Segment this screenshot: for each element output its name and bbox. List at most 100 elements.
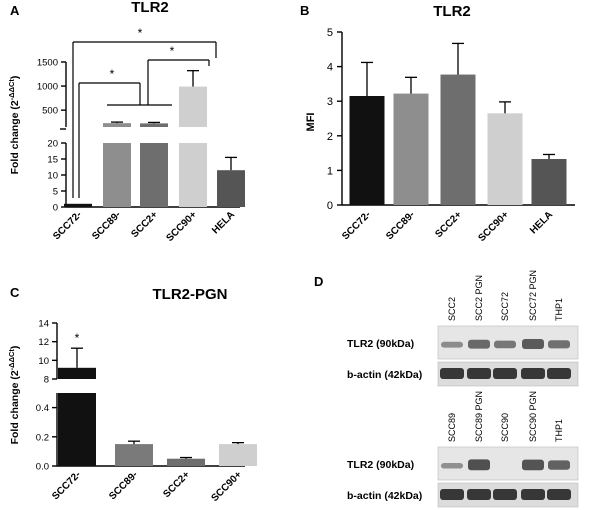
x-tick-label-scc90: SCC90+ xyxy=(476,209,511,244)
x-tick-label-scc72: SCC72- xyxy=(50,469,83,502)
y-tick-label-0.4: 0.4 xyxy=(36,403,49,414)
x-tick-label-scc90: SCC90+ xyxy=(209,469,244,504)
y-tick-label-8: 8 xyxy=(44,375,49,386)
bar-scc72-upper xyxy=(58,367,96,379)
bar-scc2-upper xyxy=(140,123,168,127)
blot-bottom-lane-label-thp1-4: THP1 xyxy=(554,419,564,442)
bar-scc90-upper xyxy=(179,86,207,127)
blot-top-tlr2-band-4 xyxy=(548,340,570,349)
bar-scc89-upper xyxy=(103,123,131,127)
blot-top-lane-label-thp1-4: THP1 xyxy=(554,298,564,321)
blot-bottom-actin-band-1 xyxy=(467,489,491,500)
panel-letter: D xyxy=(314,274,323,289)
sig-star-scc72: * xyxy=(75,331,80,345)
bar-hela xyxy=(531,158,567,205)
panel-letter: B xyxy=(300,3,309,18)
panel-letter: C xyxy=(10,285,20,300)
y-tick-label-0: 0 xyxy=(53,203,58,214)
blot-top-tlr2-band-1 xyxy=(468,339,490,349)
blot-top-actin-band-1 xyxy=(467,368,491,379)
bar-scc72 xyxy=(349,96,385,205)
y-axis-label: MFI xyxy=(305,113,317,132)
blot-top-lane-label-scc2-pgn-1: SCC2 PGN xyxy=(474,275,484,321)
bar-scc2 xyxy=(440,74,476,205)
y-tick-label-2: 2 xyxy=(327,131,333,143)
sig-star-1: * xyxy=(110,67,115,81)
bar-scc89 xyxy=(115,444,153,466)
y-tick-label-20: 20 xyxy=(47,139,58,150)
y-tick-label-0: 0 xyxy=(327,200,333,212)
blot-bottom-actin-band-2 xyxy=(493,489,517,500)
blot-top-lane-label-scc72-2: SCC72 xyxy=(500,292,510,321)
bar-scc89-lower xyxy=(103,143,131,207)
y-tick-label-500: 500 xyxy=(42,106,58,117)
bar-scc2 xyxy=(167,458,205,466)
y-tick-label-1000: 1000 xyxy=(37,82,58,93)
blot-bottom-actin-band-4 xyxy=(547,489,571,500)
x-tick-label-scc90: SCC90+ xyxy=(164,209,199,244)
bar-scc90 xyxy=(219,444,257,466)
blot-bottom-actin-band-0 xyxy=(440,489,464,500)
blot-bottom-lane-label-scc89-pgn-1: SCC89 PGN xyxy=(474,391,484,442)
bar-scc89 xyxy=(393,93,429,205)
chart-title: TLR2-PGN xyxy=(153,286,228,303)
y-tick-label-5: 5 xyxy=(327,27,333,39)
blot-top-lane-label-scc2-0: SCC2 xyxy=(447,297,457,321)
significance-brackets: * * * xyxy=(72,26,217,198)
x-tick-label-scc2: SCC2+ xyxy=(161,469,192,500)
blot-top-tlr2-band-0 xyxy=(441,341,463,348)
blot-bottom-lane-label-scc90-pgn-3: SCC90 PGN xyxy=(528,391,538,442)
panel-b: B TLR2 MFI 0 1 2 3 4 5 SCC72- SCC89- SCC2+ SCC90+ HEL… xyxy=(300,3,575,244)
blot-top-actin-band-3 xyxy=(521,368,545,379)
x-tick-label-scc2: SCC2+ xyxy=(129,209,160,240)
blot-bottom-lane-label-scc90-2: SCC90 xyxy=(500,413,510,442)
blot-top-tlr2-band-2 xyxy=(494,340,516,349)
x-tick-label-scc72: SCC72- xyxy=(51,209,84,242)
bar-scc90 xyxy=(487,113,523,205)
bar-scc72-base xyxy=(64,204,92,207)
blot-top-tlr2-band-3 xyxy=(522,339,544,349)
bar-scc72-lower xyxy=(58,393,96,466)
sig-star-3: * xyxy=(138,26,143,40)
panel-c: C TLR2-PGN Fold change (2-ΔΔCt) 0.0 0.2 0.4 8 1… xyxy=(7,285,257,504)
sig-star-2: * xyxy=(170,44,175,58)
blot-bottom-tlr2-band-3 xyxy=(522,459,544,471)
x-tick-label-scc2: SCC2+ xyxy=(433,209,464,240)
y-tick-label-1: 1 xyxy=(327,165,333,177)
y-tick-label-15: 15 xyxy=(47,155,58,166)
blot-bottom-row-label-actin: b-actin (42kDa) xyxy=(347,490,422,502)
y-tick-label-3: 3 xyxy=(327,96,333,108)
blot-top-lane-label-scc72-pgn-3: SCC72 PGN xyxy=(528,270,538,321)
x-tick-label-scc89: SCC89- xyxy=(90,209,123,242)
panel-d: D SCC2 SCC2 PGN SCC72 SCC72 PGN THP1 TLR2 (90k… xyxy=(314,270,579,508)
chart-title: TLR2 xyxy=(131,0,169,16)
y-tick-label-0.0: 0.0 xyxy=(36,462,49,473)
blot-bottom-tlr2-band-4 xyxy=(548,460,570,470)
y-axis-label: Fold change (2-ΔΔCt) xyxy=(7,76,21,175)
bar-scc90-lower xyxy=(179,143,207,207)
y-tick-label-12: 12 xyxy=(38,337,49,348)
x-tick-label-scc72: SCC72- xyxy=(340,209,373,242)
y-tick-label-0.2: 0.2 xyxy=(36,432,49,443)
y-tick-label-5: 5 xyxy=(53,187,58,198)
chart-title: TLR2 xyxy=(433,3,471,20)
y-tick-label-1500: 1500 xyxy=(37,58,58,69)
bar-scc2-lower xyxy=(140,143,168,207)
blot-bottom-row-label-tlr2: TLR2 (90kDa) xyxy=(347,459,414,471)
blot-top-actin-band-4 xyxy=(547,368,571,379)
x-tick-label-scc89: SCC89- xyxy=(107,469,140,502)
y-tick-label-14: 14 xyxy=(38,319,49,330)
panel-letter: A xyxy=(10,3,20,18)
bar-hela xyxy=(217,170,245,207)
y-tick-label-4: 4 xyxy=(327,62,333,74)
blot-top-row-label-tlr2: TLR2 (90kDa) xyxy=(347,338,414,350)
x-tick-label-hela: HELA xyxy=(210,209,237,236)
blot-bottom-lane-label-scc89-0: SCC89 xyxy=(447,413,457,442)
blot-bottom-tlr2-band-0 xyxy=(441,463,463,469)
y-tick-label-10: 10 xyxy=(38,356,49,367)
y-tick-label-10: 10 xyxy=(47,171,58,182)
blot-bottom-actin-band-3 xyxy=(521,489,545,500)
x-tick-label-hela: HELA xyxy=(528,209,555,236)
x-tick-label-scc89: SCC89- xyxy=(384,209,417,242)
